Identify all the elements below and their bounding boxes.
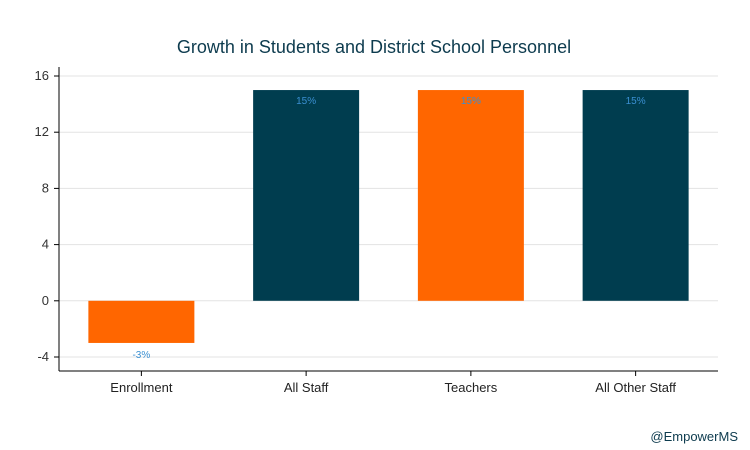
credit-text: @EmpowerMS (650, 429, 738, 444)
value-label: 15% (461, 96, 481, 107)
y-tick-label: -4 (37, 349, 49, 364)
x-tick-label: All Other Staff (595, 380, 676, 395)
x-tick-label: Enrollment (110, 380, 173, 395)
y-tick-label: 0 (42, 293, 49, 308)
value-label: 15% (626, 96, 646, 107)
value-label: -3% (132, 350, 150, 361)
value-labels: -3% 15% 15% 15% (132, 96, 645, 361)
y-tick-label: 8 (42, 180, 49, 195)
y-axis-ticks: 16 12 8 4 0 -4 (35, 68, 59, 364)
y-tick-label: 12 (35, 124, 49, 139)
bar (417, 90, 524, 301)
value-label: 15% (296, 96, 316, 107)
chart-title: Growth in Students and District School P… (177, 37, 571, 57)
bar (88, 300, 195, 343)
bars (88, 90, 689, 343)
bar (253, 90, 360, 301)
bar (582, 90, 689, 301)
x-tick-label: Teachers (445, 380, 498, 395)
x-axis-ticks: Enrollment All Staff Teachers All Other Sta… (110, 371, 676, 395)
x-tick-label: All Staff (284, 380, 329, 395)
y-tick-label: 4 (42, 237, 49, 252)
axes (58, 67, 718, 372)
y-tick-label: 16 (35, 68, 49, 83)
